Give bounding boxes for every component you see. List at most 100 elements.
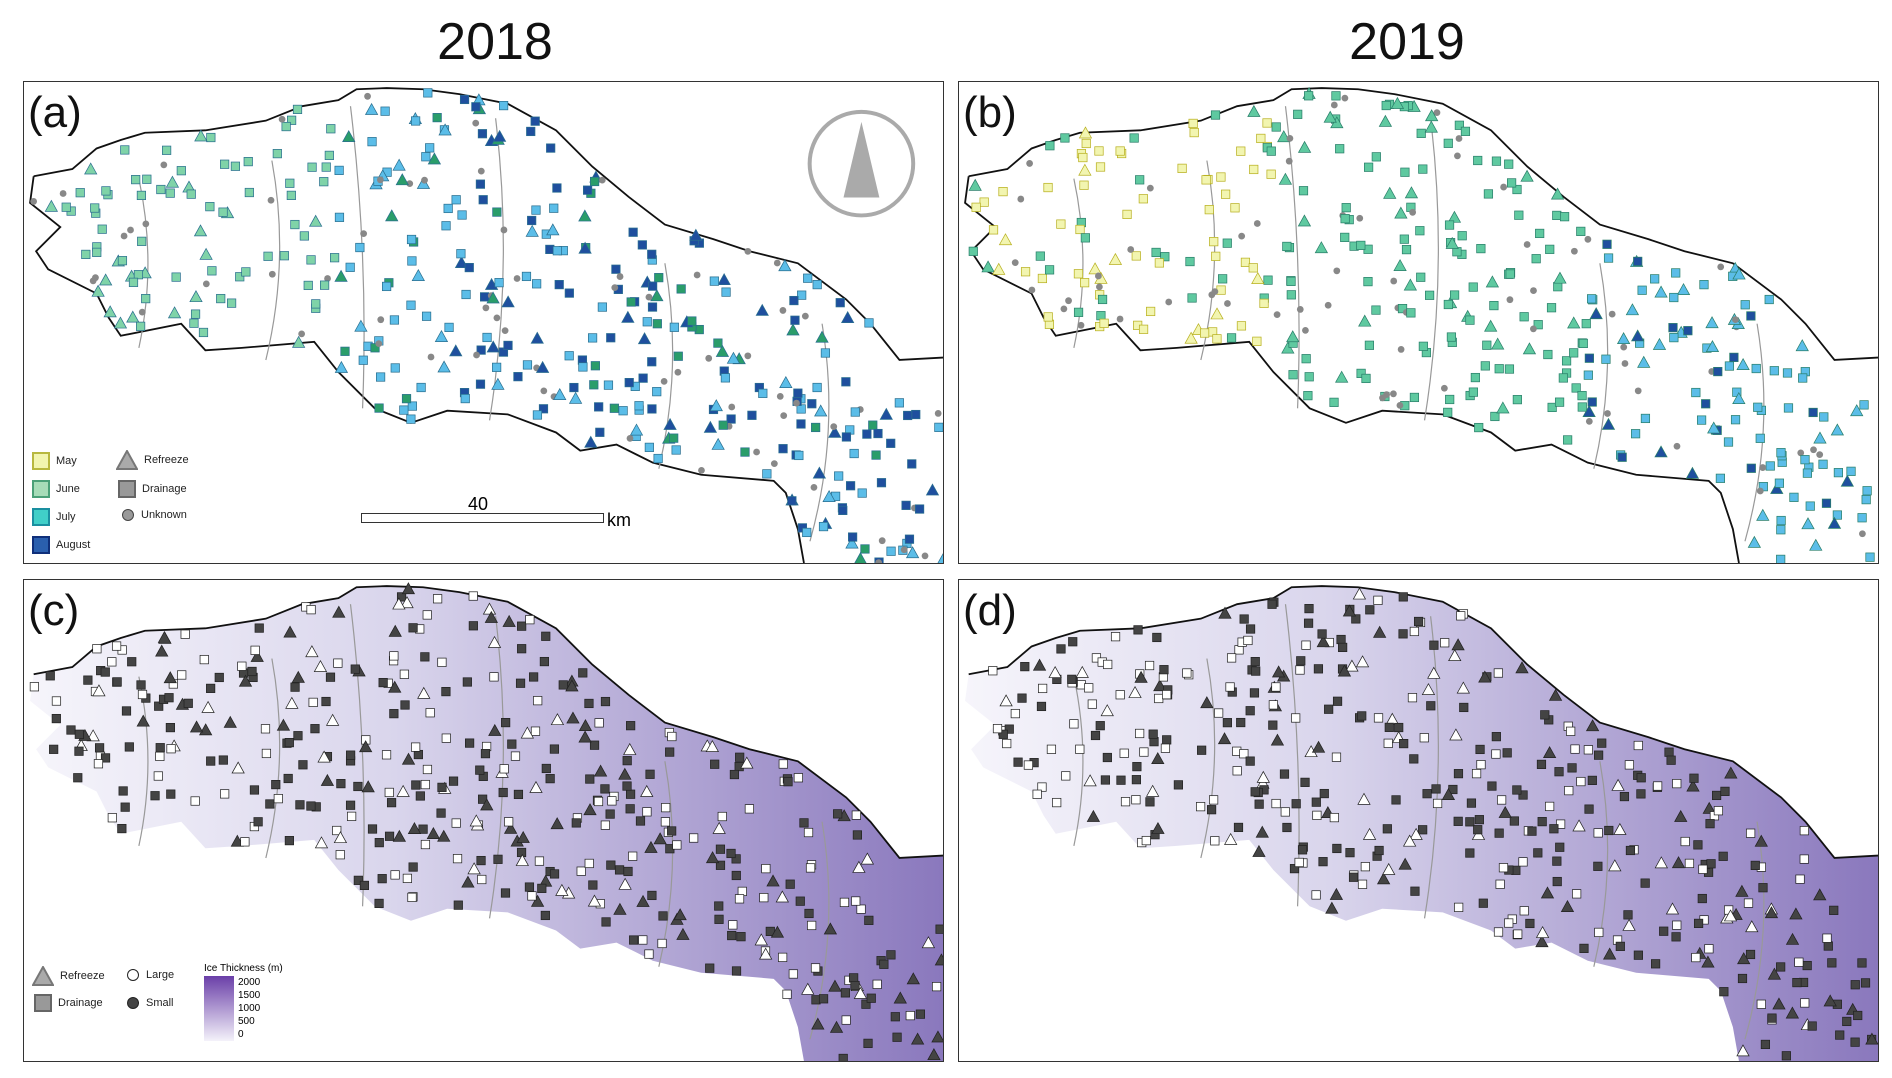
lake-drainage-marker: [840, 988, 850, 998]
lake-drainage-marker: [731, 870, 741, 881]
lake-drainage-marker: [422, 610, 432, 620]
lake-drainage-marker: [457, 210, 467, 220]
lake-drainage-marker: [1558, 373, 1568, 383]
lake-drainage-marker: [747, 410, 757, 420]
lake-unknown-marker: [375, 340, 383, 348]
lake-unknown-marker: [1286, 135, 1294, 142]
lake-drainage-marker: [1254, 799, 1264, 809]
lake-drainage-marker: [1533, 848, 1543, 858]
lake-drainage-marker: [1280, 807, 1290, 817]
lake-drainage-marker: [915, 1009, 926, 1019]
lake-refreeze-marker: [811, 1017, 825, 1030]
lake-drainage-marker: [444, 322, 454, 332]
lake-drainage-marker: [92, 247, 102, 257]
lake-drainage-marker: [1454, 902, 1464, 912]
lake-drainage-marker: [308, 697, 318, 707]
lake-drainage-marker: [326, 124, 336, 134]
lake-drainage-marker: [1664, 747, 1674, 757]
lake-drainage-marker: [1554, 397, 1565, 407]
lake-drainage-marker: [81, 249, 91, 260]
lake-drainage-marker: [1135, 175, 1145, 185]
lake-refreeze-marker: [434, 329, 449, 342]
lake-drainage-marker: [107, 657, 117, 667]
lake-unknown-marker: [744, 352, 752, 360]
lake-drainage-marker: [812, 280, 822, 290]
lake-drainage-marker: [253, 817, 263, 827]
lake-drainage-marker: [1044, 265, 1055, 275]
lake-unknown-marker: [793, 399, 800, 407]
lake-drainage-marker: [407, 892, 417, 902]
lake-unknown-marker: [1165, 298, 1173, 306]
lake-refreeze-marker: [578, 209, 592, 222]
lake-refreeze-marker: [332, 605, 346, 618]
lake-refreeze-marker: [709, 399, 723, 412]
lake-drainage-marker: [676, 284, 686, 294]
lake-drainage-marker: [1399, 234, 1409, 244]
lake-drainage-marker: [1671, 932, 1681, 942]
lake-drainage-marker: [1475, 744, 1485, 755]
lake-drainage-marker: [534, 856, 545, 866]
lake-drainage-marker: [507, 739, 517, 749]
lake-unknown-marker: [1433, 109, 1441, 117]
catchment-divide: [1744, 821, 1765, 1040]
lake-drainage-marker: [1020, 267, 1031, 277]
lake-unknown-marker: [500, 226, 508, 234]
lake-drainage-marker: [240, 837, 250, 847]
lake-refreeze-marker: [553, 387, 567, 400]
lake-refreeze-marker: [1723, 909, 1738, 922]
lake-drainage-marker: [1418, 825, 1428, 835]
lake-drainage-marker: [249, 785, 260, 795]
lake-drainage-marker: [979, 197, 989, 207]
lake-refreeze-marker: [637, 332, 652, 345]
lake-drainage-marker: [75, 188, 85, 198]
lake-drainage-marker: [411, 116, 421, 126]
lake-refreeze-marker: [1603, 947, 1617, 960]
lake-refreeze-marker: [231, 761, 245, 774]
lake-unknown-marker: [1383, 391, 1390, 399]
lake-refreeze-marker: [1342, 604, 1357, 617]
lake-drainage-marker: [1861, 495, 1871, 505]
lake-drainage-marker: [778, 759, 788, 769]
lake-drainage-marker: [1363, 277, 1373, 287]
lake-refreeze-marker: [578, 241, 592, 254]
lake-drainage-marker: [671, 445, 681, 455]
lake-drainage-marker: [29, 682, 39, 692]
lake-drainage-marker: [1842, 1016, 1852, 1027]
lake-drainage-marker: [638, 373, 648, 383]
lake-drainage-marker: [1698, 864, 1708, 874]
lake-drainage-marker: [286, 190, 296, 200]
catchment-divide: [265, 160, 281, 361]
lake-unknown-marker: [1341, 94, 1349, 102]
lake-drainage-marker: [642, 317, 652, 327]
lake-drainage-marker: [437, 657, 447, 667]
lake-drainage-marker: [515, 678, 526, 688]
lake-drainage-marker: [1556, 819, 1566, 829]
lake-drainage-marker: [644, 442, 654, 452]
lake-drainage-marker: [554, 280, 564, 290]
lake-refreeze-marker: [740, 756, 754, 769]
lake-drainage-marker: [1650, 274, 1660, 284]
lake-drainage-marker: [727, 930, 737, 941]
lake-unknown-marker: [1238, 232, 1246, 240]
lake-drainage-marker: [1360, 862, 1370, 872]
lake-refreeze-marker: [852, 860, 866, 873]
lake-refreeze-marker: [1732, 267, 1746, 280]
lake-drainage-marker: [321, 162, 331, 172]
lake-refreeze-marker: [1608, 859, 1622, 872]
lake-unknown-marker: [1756, 487, 1764, 495]
lake-refreeze-marker: [1850, 404, 1864, 417]
lake-refreeze-marker: [1451, 638, 1465, 651]
lake-drainage-marker: [594, 718, 604, 728]
lake-drainage-marker: [384, 787, 394, 798]
lake-drainage-marker: [935, 924, 943, 934]
lake-drainage-marker: [793, 773, 803, 783]
lake-drainage-marker: [759, 893, 769, 903]
lake-refreeze-marker: [501, 295, 515, 308]
catchment-divide: [265, 658, 281, 859]
lake-drainage-marker: [61, 202, 71, 212]
lake-refreeze-marker: [555, 883, 569, 896]
colorbar: [204, 976, 234, 1041]
lake-unknown-marker: [616, 273, 624, 280]
lake-drainage-marker: [411, 780, 421, 790]
colorbar-ticks: 2000 1500 1000 500 0: [238, 977, 261, 1040]
